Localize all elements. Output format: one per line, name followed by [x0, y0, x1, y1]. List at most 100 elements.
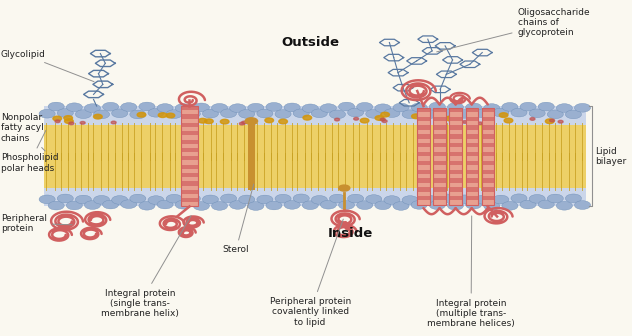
- Bar: [181, 190, 198, 194]
- Circle shape: [566, 194, 581, 203]
- Circle shape: [354, 118, 358, 120]
- Bar: [482, 143, 494, 148]
- Circle shape: [198, 118, 207, 123]
- Circle shape: [229, 104, 246, 113]
- Circle shape: [473, 120, 478, 122]
- Text: Lipid
bilayer: Lipid bilayer: [595, 146, 626, 166]
- Circle shape: [380, 118, 386, 121]
- Circle shape: [478, 122, 483, 125]
- Bar: [482, 152, 494, 156]
- Circle shape: [80, 122, 85, 124]
- Circle shape: [112, 109, 128, 118]
- Bar: [434, 196, 446, 200]
- Circle shape: [447, 103, 463, 112]
- Text: Phospholipid
polar heads: Phospholipid polar heads: [1, 130, 58, 173]
- Text: Peripheral
protein: Peripheral protein: [1, 213, 72, 233]
- Circle shape: [366, 195, 382, 203]
- Text: Nonpolar
fatty acyl
chains: Nonpolar fatty acyl chains: [1, 113, 45, 151]
- Bar: [434, 125, 446, 130]
- Bar: [466, 152, 478, 156]
- Circle shape: [574, 201, 590, 209]
- Circle shape: [302, 201, 319, 210]
- Circle shape: [55, 120, 60, 123]
- Circle shape: [102, 200, 119, 209]
- Circle shape: [221, 109, 236, 118]
- Bar: [482, 108, 494, 112]
- Circle shape: [58, 194, 73, 203]
- Circle shape: [312, 109, 327, 118]
- Circle shape: [384, 109, 400, 118]
- Circle shape: [248, 103, 264, 112]
- Bar: [482, 161, 494, 165]
- Circle shape: [493, 108, 509, 117]
- Circle shape: [279, 119, 288, 124]
- Bar: [449, 108, 462, 112]
- Bar: [181, 173, 198, 177]
- Circle shape: [348, 108, 363, 117]
- Circle shape: [574, 103, 590, 112]
- Circle shape: [166, 113, 175, 118]
- Bar: [44, 125, 586, 188]
- Circle shape: [69, 122, 74, 125]
- Circle shape: [375, 116, 384, 120]
- Bar: [181, 115, 198, 119]
- Circle shape: [511, 194, 527, 203]
- Bar: [434, 134, 446, 139]
- Circle shape: [456, 110, 473, 118]
- Bar: [482, 170, 494, 174]
- Circle shape: [320, 104, 336, 113]
- Circle shape: [456, 195, 473, 204]
- Circle shape: [339, 201, 355, 209]
- Circle shape: [356, 201, 373, 210]
- Circle shape: [360, 118, 369, 123]
- Circle shape: [212, 103, 228, 112]
- Bar: [449, 125, 462, 130]
- Circle shape: [212, 202, 228, 210]
- Circle shape: [139, 102, 155, 111]
- Circle shape: [339, 102, 355, 111]
- Bar: [181, 106, 198, 110]
- Circle shape: [538, 102, 554, 111]
- Bar: [181, 198, 198, 202]
- Bar: [434, 161, 446, 165]
- Circle shape: [382, 120, 387, 123]
- Circle shape: [483, 104, 500, 113]
- Circle shape: [284, 103, 300, 112]
- Bar: [466, 108, 478, 205]
- Circle shape: [545, 119, 554, 124]
- Bar: [434, 170, 446, 174]
- Circle shape: [566, 110, 581, 119]
- Circle shape: [202, 109, 219, 118]
- Circle shape: [466, 200, 482, 209]
- Circle shape: [158, 113, 167, 118]
- Circle shape: [275, 194, 291, 203]
- Bar: [449, 143, 462, 148]
- Circle shape: [550, 119, 555, 122]
- Circle shape: [499, 113, 508, 118]
- Circle shape: [275, 110, 291, 118]
- Circle shape: [511, 108, 527, 117]
- Circle shape: [429, 201, 446, 209]
- Bar: [466, 143, 478, 148]
- Circle shape: [175, 200, 191, 209]
- Bar: [417, 108, 430, 112]
- Circle shape: [266, 102, 282, 111]
- Circle shape: [48, 201, 64, 210]
- Circle shape: [493, 195, 509, 204]
- Bar: [449, 108, 462, 205]
- Bar: [434, 143, 446, 148]
- Bar: [181, 123, 198, 127]
- Circle shape: [240, 122, 245, 125]
- Circle shape: [439, 110, 454, 118]
- Bar: [181, 156, 198, 161]
- Circle shape: [356, 102, 373, 111]
- Circle shape: [402, 196, 418, 204]
- Circle shape: [312, 196, 327, 204]
- Circle shape: [53, 116, 61, 121]
- Bar: [466, 117, 478, 121]
- Bar: [449, 134, 462, 139]
- Circle shape: [402, 110, 418, 119]
- Circle shape: [420, 110, 436, 119]
- Bar: [417, 178, 430, 183]
- Bar: [417, 134, 430, 139]
